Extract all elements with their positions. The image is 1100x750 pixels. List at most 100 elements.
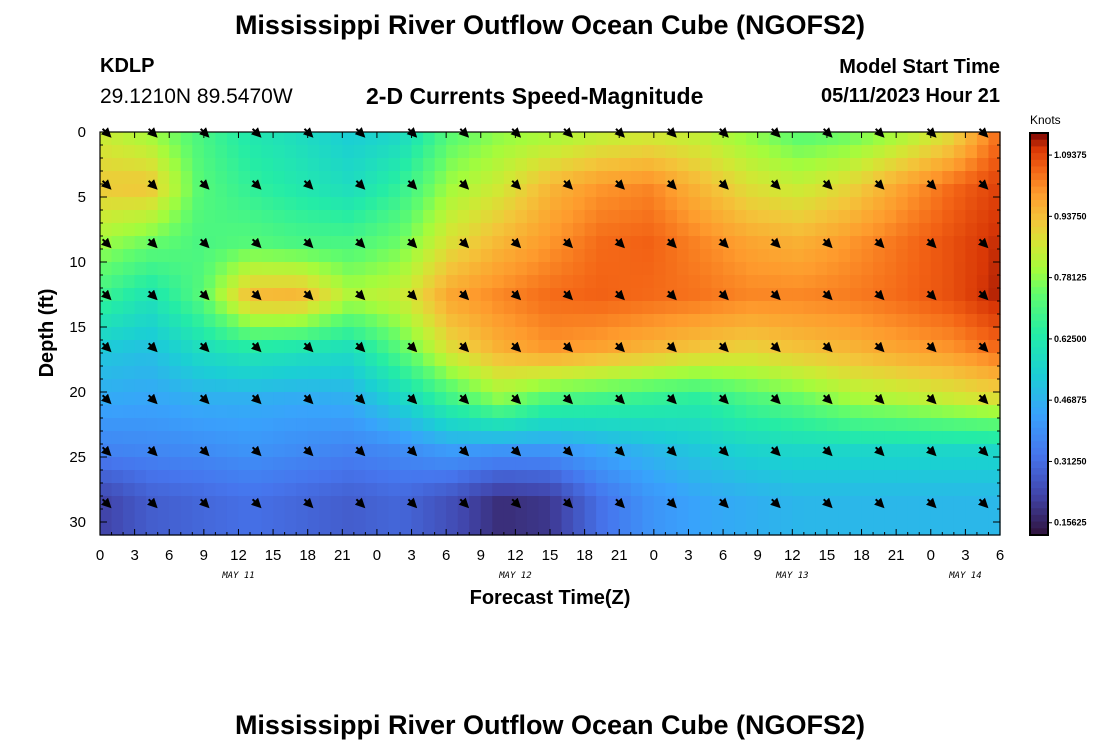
heatmap-cell (826, 431, 840, 445)
heatmap-cell (238, 509, 251, 523)
heatmap-cell (215, 470, 228, 484)
heatmap-cell (411, 431, 424, 445)
heatmap-cell (942, 262, 955, 276)
heatmap-cell (780, 353, 793, 367)
heatmap-cell (653, 327, 666, 341)
current-arrow (666, 393, 677, 405)
heatmap-cell (550, 197, 563, 211)
heatmap-cell (284, 158, 297, 172)
heatmap-cell (446, 444, 459, 458)
heatmap-cell (388, 171, 401, 185)
heatmap-cell (711, 301, 724, 315)
heatmap-cell (584, 288, 597, 302)
heatmap-cell (273, 327, 286, 341)
heatmap-cell (469, 353, 482, 367)
x-tick-label: 9 (200, 547, 208, 564)
heatmap-cell (688, 327, 701, 341)
heatmap-cell (365, 249, 378, 263)
heatmap-cell (238, 262, 251, 276)
heatmap-cell (942, 210, 955, 224)
heatmap-cell (653, 145, 666, 159)
heatmap-cell (988, 184, 1001, 198)
heatmap-cell (423, 483, 436, 497)
heatmap-cell (642, 470, 655, 484)
heatmap-cell (930, 470, 943, 484)
current-arrow (100, 341, 112, 353)
heatmap-cell (942, 496, 955, 510)
heatmap-cell (596, 197, 609, 211)
current-arrow (666, 341, 677, 353)
heatmap-cell (123, 236, 136, 250)
heatmap-cell (884, 132, 897, 146)
heatmap-cell (261, 392, 274, 406)
heatmap-cell (469, 301, 482, 315)
current-arrow (250, 393, 262, 405)
heatmap-cell (630, 249, 643, 263)
heatmap-cell (388, 145, 401, 159)
date-label: MAY 14 (948, 571, 982, 581)
heatmap-cell (607, 353, 620, 367)
heatmap-cell (861, 340, 874, 354)
heatmap-cell (826, 171, 840, 185)
colorbar-label: 1.09375 (1054, 150, 1087, 160)
heatmap-cell (342, 236, 355, 250)
heatmap-cell (596, 509, 609, 523)
heatmap-cell (307, 392, 320, 406)
heatmap-cell (192, 262, 205, 276)
heatmap-cell (261, 431, 274, 445)
heatmap-cell (757, 431, 770, 445)
heatmap-cell (457, 327, 470, 341)
heatmap-cell (388, 470, 401, 484)
current-arrow (100, 445, 112, 457)
current-arrow (770, 445, 781, 457)
colorbar-segment (1030, 287, 1048, 295)
heatmap-cell (780, 405, 793, 419)
heatmap-cell (365, 210, 378, 224)
heatmap-cell (319, 509, 332, 523)
heatmap-cell (803, 158, 816, 172)
heatmap-cell (180, 418, 193, 432)
heatmap-cell (503, 132, 516, 146)
heatmap-cell (653, 431, 666, 445)
heatmap-cell (111, 197, 124, 211)
heatmap-cell (965, 444, 978, 458)
heatmap-cell (480, 496, 493, 510)
heatmap-cell (434, 327, 447, 341)
heatmap-cell (711, 275, 724, 289)
current-arrow (100, 179, 112, 190)
heatmap-cell (734, 184, 747, 198)
heatmap-cell (988, 197, 1001, 211)
heatmap-cell (665, 379, 678, 393)
heatmap-cell (838, 301, 851, 315)
heatmap-cell (780, 301, 793, 315)
heatmap-cell (157, 496, 170, 510)
heatmap-cell (157, 249, 170, 263)
heatmap-cell (665, 301, 678, 315)
heatmap-cell (111, 275, 124, 289)
heatmap-cell (780, 509, 793, 523)
heatmap-cell (630, 470, 643, 484)
heatmap-cell (388, 223, 401, 237)
heatmap-cell (780, 262, 793, 276)
heatmap-cell (826, 158, 840, 172)
heatmap-cell (538, 158, 551, 172)
heatmap-cell (526, 366, 540, 380)
heatmap-cell (573, 145, 586, 159)
heatmap-cell (215, 379, 228, 393)
heatmap-cell (942, 483, 955, 497)
heatmap-cell (157, 483, 170, 497)
heatmap-cell (826, 496, 840, 510)
heatmap-cell (284, 132, 297, 146)
heatmap-cell (896, 327, 909, 341)
heatmap-cell (469, 249, 482, 263)
heatmap-cell (284, 301, 297, 315)
heatmap-cell (584, 210, 597, 224)
heatmap-cell (330, 327, 343, 341)
heatmap-cell (676, 262, 690, 276)
heatmap-cell (169, 184, 182, 198)
heatmap-cell (388, 457, 401, 471)
colorbar-segment (1030, 414, 1048, 422)
heatmap-cell (769, 171, 782, 185)
heatmap-cell (965, 483, 978, 497)
heatmap-cell (411, 509, 424, 523)
